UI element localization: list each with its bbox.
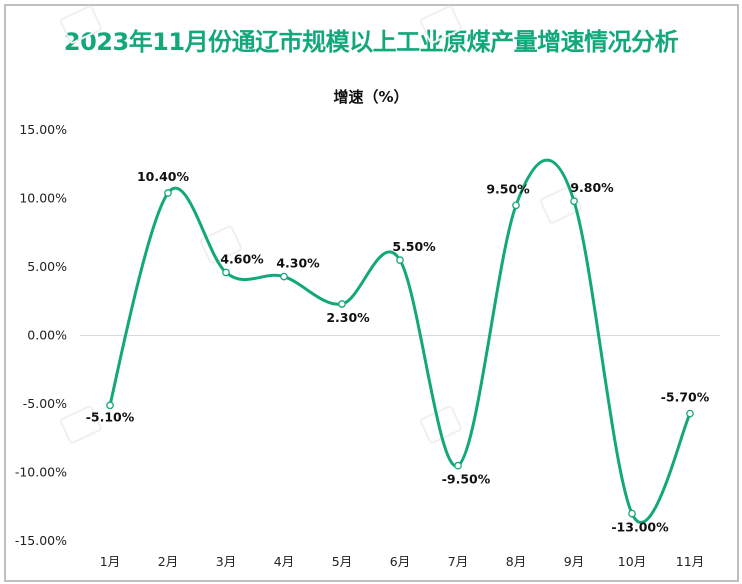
data-point-marker <box>222 268 230 277</box>
x-tick-label: 9月 <box>564 554 584 569</box>
data-point-marker <box>164 189 172 197</box>
x-tick-label: 4月 <box>274 554 294 569</box>
y-tick-label: 15.00% <box>19 122 67 137</box>
data-point-marker <box>512 201 520 210</box>
data-label: 2.30% <box>326 310 370 325</box>
x-axis: 1月 2月 3月 4月 5月 6月 7月 8月 9月 10月 11月 <box>100 554 704 569</box>
y-axis: 15.00% 10.00% 5.00% 0.00% -5.00% -10.00% -15.0… <box>15 122 67 548</box>
x-tick-label: 11月 <box>676 554 704 569</box>
y-tick-label: 0.00% <box>27 328 67 343</box>
y-tick-label: 10.00% <box>19 191 67 206</box>
data-point-marker <box>454 461 462 470</box>
x-tick-label: 1月 <box>100 554 120 569</box>
data-label: 10.40% <box>137 169 190 184</box>
data-point-marker <box>396 256 404 264</box>
series-line <box>108 158 692 524</box>
data-labels: -5.10% 10.40% 4.60% 4.30% 2.30% 5.50% -9.50% 9.… <box>86 169 710 535</box>
x-tick-label: 8月 <box>506 554 526 569</box>
data-label: 4.60% <box>220 251 264 266</box>
data-point-marker <box>280 272 288 281</box>
data-point-marker <box>628 509 636 518</box>
data-label: 5.50% <box>392 239 436 254</box>
chart-frame <box>4 4 739 582</box>
x-tick-label: 10月 <box>618 554 646 569</box>
y-tick-label: -10.00% <box>15 465 67 480</box>
data-label: 9.50% <box>486 181 530 196</box>
y-tick-label: 5.00% <box>27 259 67 274</box>
chart-subtitle: 增速（%） <box>333 88 409 106</box>
y-tick-label: -5.00% <box>23 396 67 411</box>
data-label: -5.70% <box>661 390 710 405</box>
x-tick-label: 2月 <box>158 554 178 569</box>
watermark <box>59 5 582 444</box>
x-tick-label: 5月 <box>332 554 352 569</box>
x-tick-label: 7月 <box>448 554 468 569</box>
data-point-marker <box>686 409 694 418</box>
data-label: -13.00% <box>611 520 669 535</box>
data-label: 4.30% <box>276 256 320 271</box>
data-label: -9.50% <box>442 472 491 487</box>
data-point-marker <box>106 401 114 410</box>
data-markers <box>106 189 694 518</box>
x-tick-label: 6月 <box>390 554 410 569</box>
x-tick-label: 3月 <box>216 554 236 569</box>
chart-title: 2023年11月份通辽市规模以上工业原煤产量增速情况分析 <box>63 28 679 56</box>
data-point-marker <box>338 300 346 308</box>
data-label: 9.80% <box>570 180 614 195</box>
y-tick-label: -15.00% <box>15 533 67 548</box>
data-point-marker <box>570 197 578 206</box>
data-label: -5.10% <box>86 409 135 424</box>
